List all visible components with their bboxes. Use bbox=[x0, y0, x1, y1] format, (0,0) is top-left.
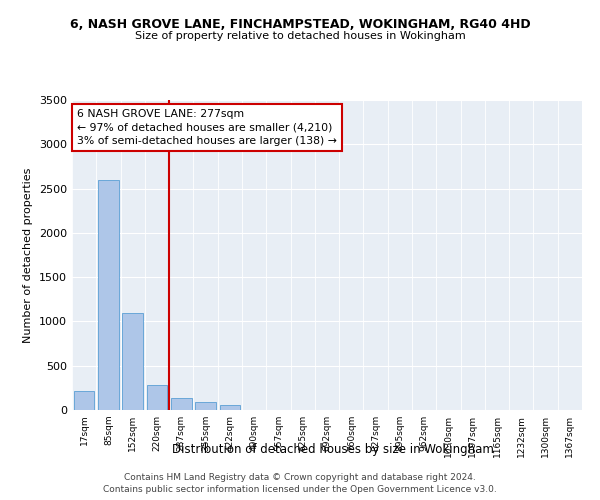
Text: Contains public sector information licensed under the Open Government Licence v3: Contains public sector information licen… bbox=[103, 485, 497, 494]
Text: 6, NASH GROVE LANE, FINCHAMPSTEAD, WOKINGHAM, RG40 4HD: 6, NASH GROVE LANE, FINCHAMPSTEAD, WOKIN… bbox=[70, 18, 530, 30]
Text: Distribution of detached houses by size in Wokingham: Distribution of detached houses by size … bbox=[172, 442, 494, 456]
Bar bbox=[195, 402, 216, 410]
Bar bbox=[220, 405, 240, 410]
Text: Size of property relative to detached houses in Wokingham: Size of property relative to detached ho… bbox=[134, 31, 466, 41]
Text: Contains HM Land Registry data © Crown copyright and database right 2024.: Contains HM Land Registry data © Crown c… bbox=[124, 472, 476, 482]
Bar bbox=[122, 312, 143, 410]
Bar bbox=[98, 180, 119, 410]
Bar bbox=[171, 398, 191, 410]
Y-axis label: Number of detached properties: Number of detached properties bbox=[23, 168, 34, 342]
Bar bbox=[146, 385, 167, 410]
Text: 6 NASH GROVE LANE: 277sqm
← 97% of detached houses are smaller (4,210)
3% of sem: 6 NASH GROVE LANE: 277sqm ← 97% of detac… bbox=[77, 110, 337, 146]
Bar bbox=[74, 390, 94, 410]
